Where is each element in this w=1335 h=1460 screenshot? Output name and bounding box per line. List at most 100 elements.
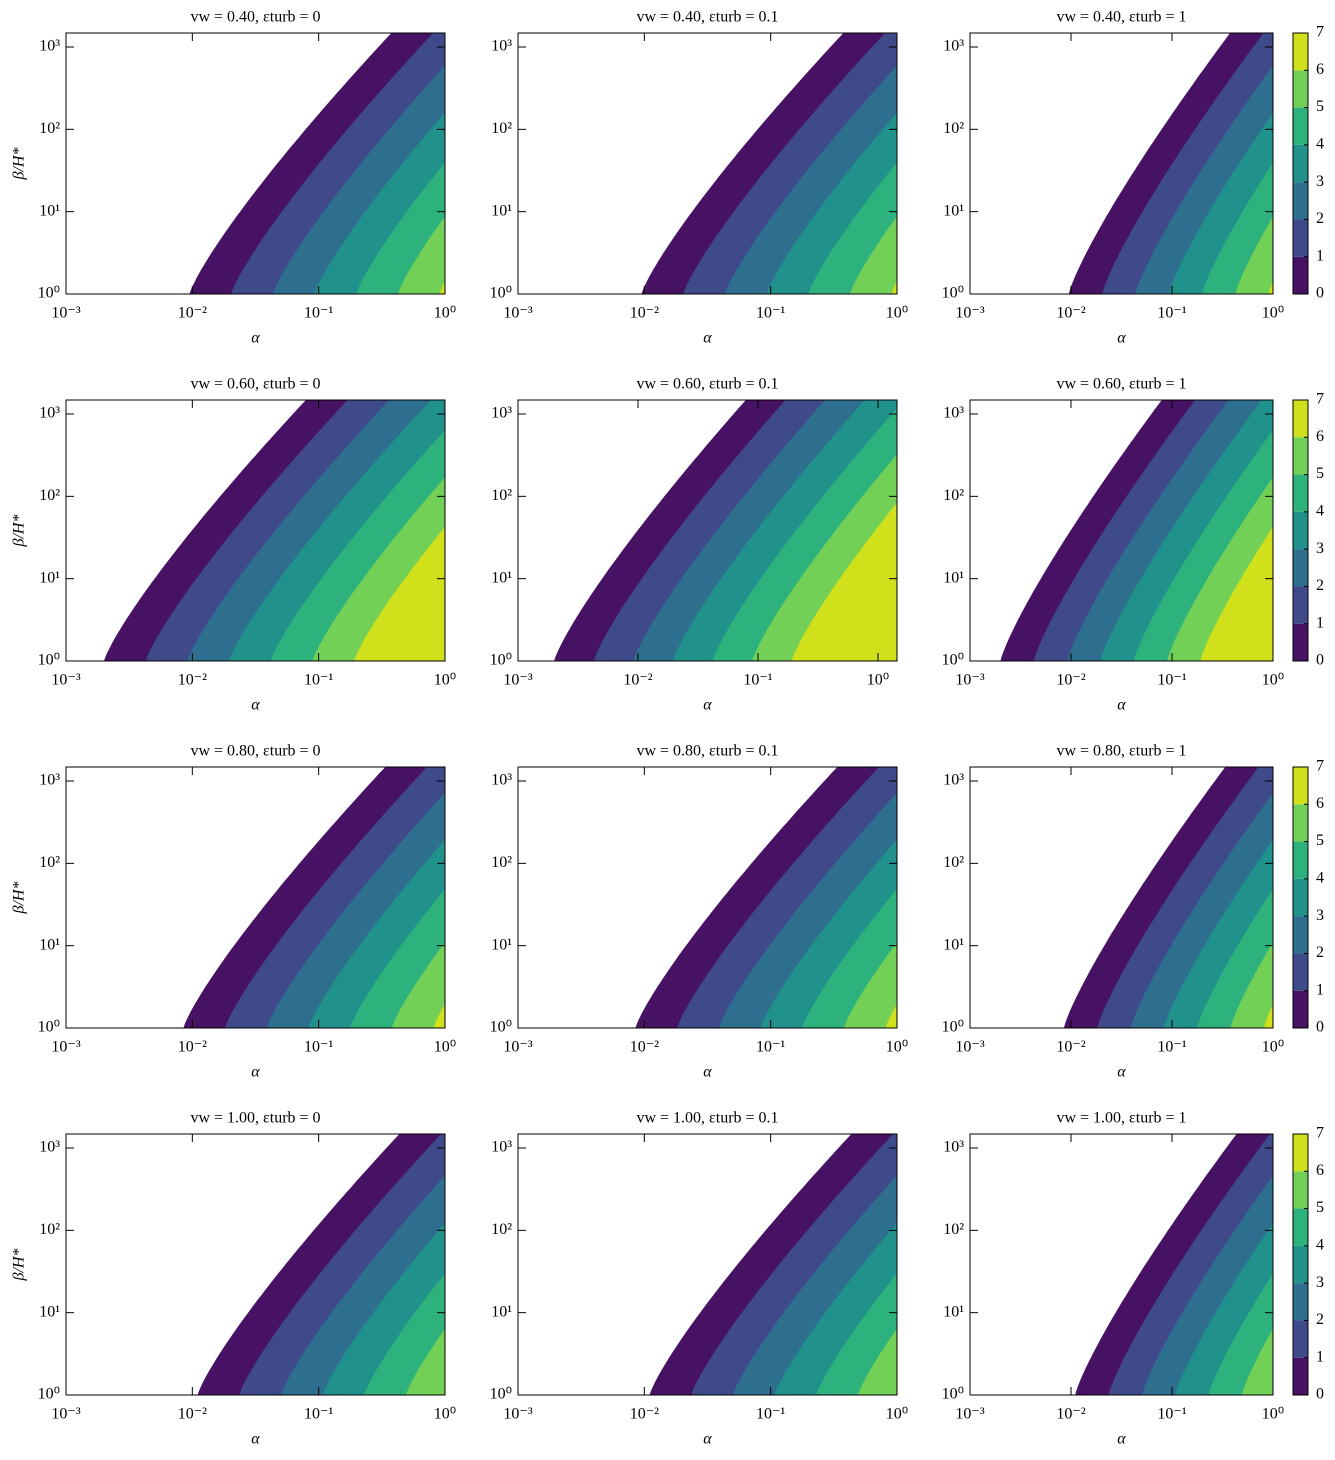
contour-band [1263, 1004, 1273, 1028]
x-tick-label: 10⁻² [178, 1406, 207, 1423]
colorbar-tick-label: 3 [1316, 173, 1324, 190]
y-tick-label: 10³ [39, 1139, 60, 1156]
x-tick-label: 10⁻³ [503, 1039, 532, 1056]
x-tick-label: 10⁻¹ [756, 305, 785, 322]
contour-fill [1075, 1134, 1273, 1395]
y-tick-label: 10¹ [39, 1303, 60, 1320]
contour-band [850, 216, 897, 294]
colorbar-frame [1292, 399, 1309, 662]
x-tick-label: 10⁻² [623, 672, 652, 689]
x-tick-label: 10⁰ [434, 1406, 456, 1423]
y-tick-label: 10⁰ [942, 1019, 964, 1036]
colorbar-tick-label: 7 [1316, 1125, 1324, 1142]
colorbar-tick-label: 2 [1316, 210, 1324, 227]
x-tick-label: 10⁰ [886, 1039, 908, 1056]
y-tick-label: 10² [943, 487, 964, 504]
y-tick-label: 10³ [943, 772, 964, 789]
y-tick-label: 10³ [491, 772, 512, 789]
x-tick-label: 10⁻¹ [1157, 1039, 1186, 1056]
x-axis-label: α [703, 1064, 712, 1081]
chart-title: vw = 0.40, εturb = 0.1 [636, 9, 778, 26]
colorbar-tick-label: 5 [1316, 465, 1324, 482]
x-tick-label: 10⁻² [1056, 672, 1085, 689]
colorbar-band [1293, 916, 1308, 954]
colorbar-tick-label: 0 [1316, 1386, 1324, 1403]
y-tick-label: 10² [943, 1221, 964, 1238]
y-tick-label: 10¹ [491, 1303, 512, 1320]
colorbar-band [1293, 400, 1308, 438]
contour-fill [641, 33, 897, 294]
x-tick-label: 10⁻³ [51, 305, 80, 322]
colorbar-band [1293, 878, 1308, 917]
x-tick-label: 10⁻² [178, 1039, 207, 1056]
contour-band [1230, 942, 1273, 1028]
plot-frame [517, 32, 898, 295]
colorbar-tick-label: 0 [1316, 285, 1324, 302]
x-tick-label: 10⁻² [630, 305, 659, 322]
x-tick-label: 10⁰ [434, 305, 456, 322]
colorbar-band [1293, 1171, 1308, 1209]
x-tick-label: 10⁻³ [955, 1406, 984, 1423]
x-axis-label: α [1117, 1431, 1126, 1448]
colorbar-band [1293, 107, 1308, 145]
colorbar-band [1293, 182, 1308, 220]
colorbar-tick-label: 4 [1316, 1237, 1324, 1254]
colorbar-tick-label: 4 [1316, 136, 1324, 153]
colorbar-tick-label: 7 [1316, 391, 1324, 408]
y-tick-label: 10³ [39, 405, 60, 422]
x-tick-label: 10⁰ [886, 1406, 908, 1423]
y-tick-label: 10⁰ [490, 285, 512, 302]
colorbar-band [1293, 511, 1308, 550]
y-tick-label: 10² [39, 1221, 60, 1238]
y-tick-label: 10¹ [39, 202, 60, 219]
x-tick-label: 10⁻³ [51, 672, 80, 689]
y-tick-label: 10⁰ [942, 285, 964, 302]
colorbar-tick-label: 4 [1316, 503, 1324, 520]
x-tick-label: 10⁰ [1262, 672, 1284, 689]
x-tick-label: 10⁻³ [503, 672, 532, 689]
plot-frame [65, 32, 446, 295]
y-axis-label: β/H* [11, 148, 28, 181]
x-tick-label: 10⁻¹ [756, 1406, 785, 1423]
colorbar-tick-label: 6 [1316, 1162, 1324, 1179]
y-tick-label: 10¹ [39, 569, 60, 586]
x-axis-label: α [251, 330, 260, 347]
y-axis-label: β/H* [11, 882, 28, 915]
y-axis-label: β/H* [11, 515, 28, 548]
colorbar-tick-label: 2 [1316, 944, 1324, 961]
contour-band [354, 526, 445, 661]
colorbar-band [1293, 474, 1308, 512]
contour-band [406, 1328, 445, 1395]
colorbar-band [1293, 953, 1308, 991]
contour-fill [1000, 400, 1273, 661]
y-tick-label: 10² [943, 120, 964, 137]
x-tick-label: 10⁻¹ [1157, 305, 1186, 322]
colorbar-tick-label: 0 [1316, 1019, 1324, 1036]
colorbar-band [1293, 767, 1308, 805]
contour-band [398, 216, 445, 294]
y-tick-label: 10² [39, 120, 60, 137]
colorbar-band [1293, 219, 1308, 257]
y-tick-label: 10² [943, 854, 964, 871]
y-tick-label: 10¹ [943, 569, 964, 586]
colorbar-band [1293, 990, 1308, 1028]
colorbar-tick-label: 3 [1316, 907, 1324, 924]
contour-band [858, 1328, 897, 1395]
colorbar-tick-label: 3 [1316, 540, 1324, 557]
x-axis-label: α [703, 330, 712, 347]
colorbar-band [1293, 33, 1308, 71]
colorbar-tick-label: 1 [1316, 247, 1324, 264]
contour-band [433, 1004, 445, 1028]
colorbar-tick-label: 7 [1316, 24, 1324, 41]
plot-frame [969, 766, 1274, 1029]
colorbar-tick-label: 7 [1316, 758, 1324, 775]
y-tick-label: 10³ [491, 38, 512, 55]
colorbar-band [1293, 841, 1308, 879]
colorbar-band [1293, 1320, 1308, 1358]
x-tick-label: 10⁰ [434, 672, 456, 689]
x-axis-label: α [703, 1431, 712, 1448]
x-axis-label: α [1117, 1064, 1126, 1081]
x-tick-label: 10⁰ [1262, 305, 1284, 322]
plot-frame [517, 766, 898, 1029]
contour-fill [554, 400, 897, 661]
